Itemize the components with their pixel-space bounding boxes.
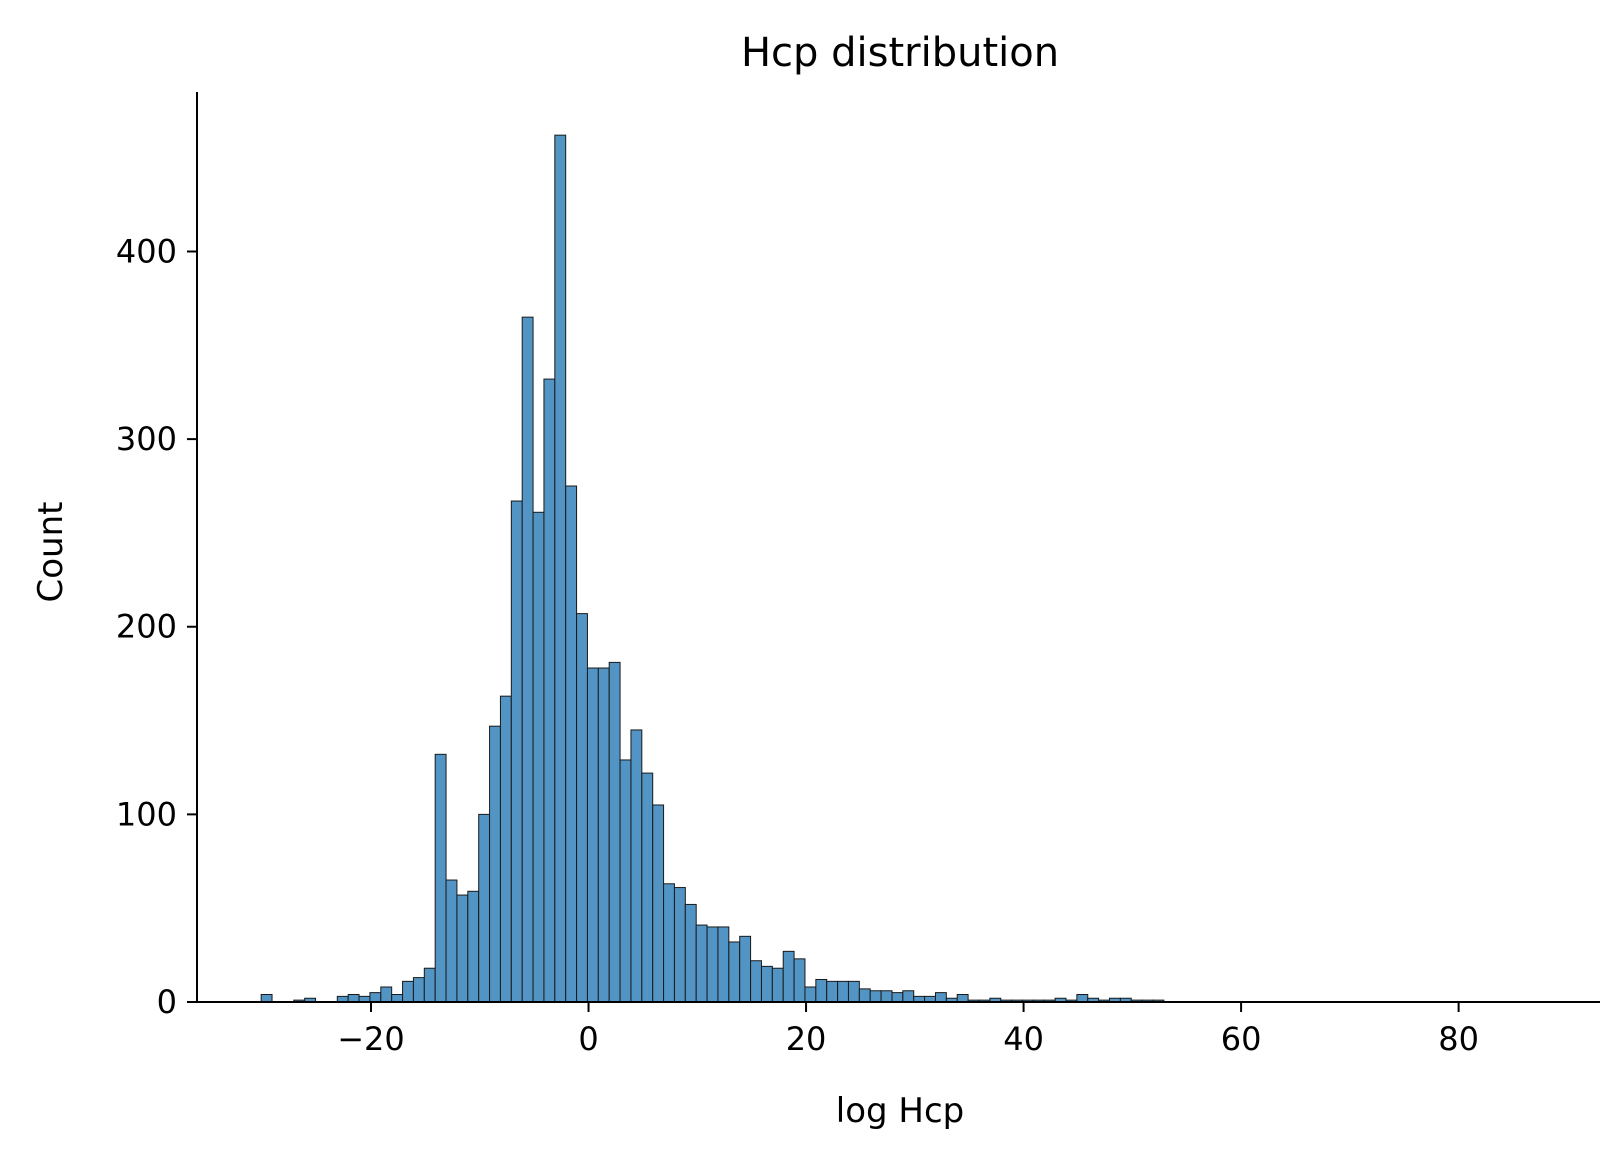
x-tick-label: −20 (337, 1020, 405, 1058)
chart-title: Hcp distribution (741, 30, 1059, 76)
x-tick-label: 20 (786, 1020, 827, 1058)
histogram-bar (1076, 993, 1089, 1003)
histogram-bar (728, 941, 741, 1003)
x-axis-label: log Hcp (836, 1091, 964, 1131)
histogram-bar (934, 992, 947, 1003)
histogram-bar (565, 485, 578, 1003)
histogram-bar (456, 894, 469, 1003)
histogram-bars (260, 134, 1165, 1003)
histogram-bar (956, 993, 969, 1003)
x-axis-ticks: −20 0 20 40 60 80 (337, 1002, 1479, 1058)
histogram-bar (489, 725, 501, 1003)
histogram-bar (782, 950, 795, 1003)
histogram-bar (521, 316, 534, 1003)
histogram-bar (608, 661, 621, 1003)
histogram-bar (641, 772, 654, 1003)
histogram-bar (499, 695, 512, 1003)
histogram-bar (260, 993, 273, 1003)
histogram-bar (750, 960, 762, 1003)
histogram-bar (826, 980, 839, 1003)
histogram-bar (391, 993, 404, 1003)
y-axis-ticks: 0 100 200 300 400 (116, 232, 197, 1021)
histogram-bar (478, 813, 491, 1003)
histogram-bar (597, 667, 610, 1003)
histogram-bar (412, 977, 425, 1003)
histogram-bar (543, 378, 556, 1003)
histogram-bar (586, 667, 599, 1003)
histogram-bar (467, 890, 480, 1003)
y-tick-label: 0 (157, 983, 177, 1021)
histogram-bar (510, 500, 523, 1003)
histogram-bar (663, 883, 675, 1003)
y-tick-label: 300 (116, 420, 177, 458)
y-tick-label: 200 (116, 608, 177, 646)
histogram-bar (673, 887, 686, 1003)
histogram-bar (652, 804, 665, 1003)
histogram-bar (630, 729, 643, 1003)
histogram-bar (771, 967, 784, 1003)
histogram-bar (793, 958, 806, 1003)
x-tick-label: 40 (1003, 1020, 1044, 1058)
histogram-bar (434, 753, 447, 1003)
histogram-bar (717, 926, 730, 1003)
histogram-bar (847, 980, 860, 1003)
histogram-bar (706, 926, 719, 1003)
histogram-bar (815, 978, 828, 1003)
histogram-bar (347, 993, 360, 1003)
y-tick-label: 100 (116, 795, 177, 833)
x-tick-label: 0 (578, 1020, 598, 1058)
histogram-bar (695, 924, 708, 1003)
histogram-bar (858, 988, 871, 1003)
histogram-bar (423, 967, 436, 1003)
y-axis-label: Count (31, 502, 71, 603)
histogram-bar (532, 511, 545, 1003)
y-tick-label: 400 (116, 232, 177, 270)
histogram-bar (869, 990, 882, 1003)
histogram-bar (380, 986, 393, 1003)
x-tick-label: 80 (1438, 1020, 1479, 1058)
histogram-bar (891, 992, 904, 1003)
histogram-bar (576, 613, 588, 1003)
histogram-bar (684, 903, 697, 1003)
histogram-bar (880, 990, 893, 1003)
histogram-bar (804, 986, 817, 1003)
histogram-bar (902, 990, 915, 1003)
histogram-bar (619, 759, 632, 1003)
histogram-bar (402, 980, 414, 1003)
histogram-bar (445, 879, 458, 1003)
x-tick-label: 60 (1221, 1020, 1262, 1058)
histogram-bar (369, 992, 382, 1003)
histogram-bar (554, 134, 567, 1003)
histogram-bar (760, 965, 773, 1003)
histogram-bar (837, 980, 849, 1003)
histogram-bar (739, 935, 752, 1003)
